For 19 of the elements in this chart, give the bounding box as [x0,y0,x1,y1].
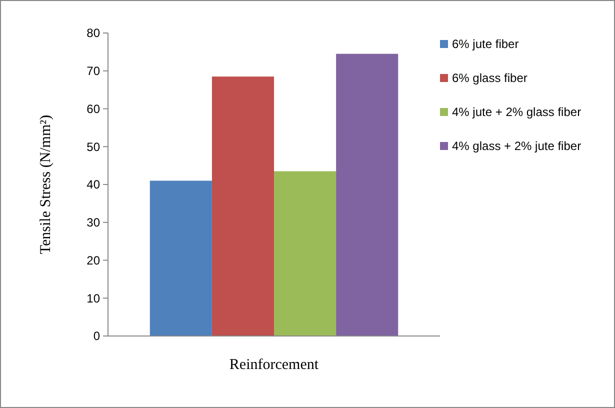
y-tick-label: 30 [86,216,100,230]
y-axis-title: Tensile Stress (N/mm²) [38,114,54,254]
legend-label: 4% jute + 2% glass fiber [452,105,582,120]
x-axis-title: Reinforcement [229,357,320,373]
legend-label: 6% glass fiber [452,71,528,86]
bar [274,171,336,336]
y-tick-label: 60 [86,102,100,116]
y-tick-label: 20 [86,253,100,268]
bar [336,54,398,336]
legend-label: 4% glass + 2% jute fiber [452,139,582,154]
y-tick-label: 0 [93,329,100,344]
y-tick-label: 70 [86,64,100,78]
y-tick-label: 50 [86,140,100,154]
bar [150,180,212,336]
legend-label: 6% jute fiber [452,37,519,52]
bar [212,76,274,336]
y-tick-label: 80 [86,26,100,40]
y-tick-label: 40 [86,178,100,192]
y-tick-label: 10 [86,291,100,306]
